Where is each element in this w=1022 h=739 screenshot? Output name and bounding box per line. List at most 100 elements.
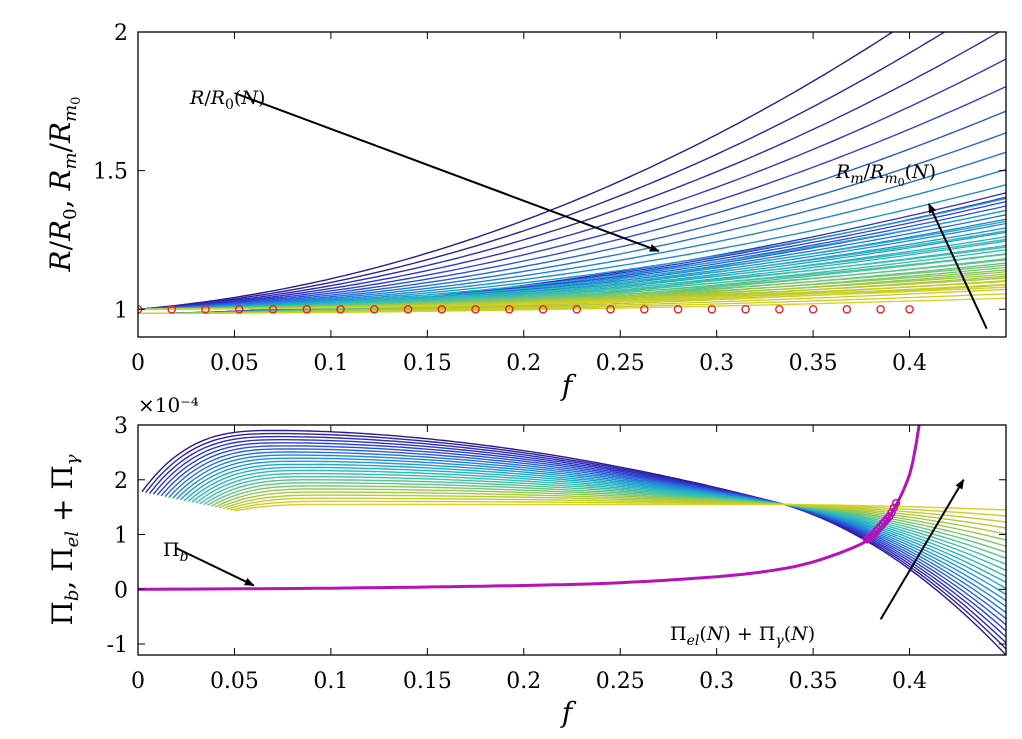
marker-point <box>201 304 210 314</box>
bottom-x-tick-label: 0.3 <box>699 669 734 694</box>
pi-el-plus-pi-gamma-curve <box>191 469 1006 578</box>
bottom-axes-box <box>137 424 1007 656</box>
bottom-x-tick-label: 0.2 <box>506 669 541 694</box>
pi-el-plus-pi-gamma-curve <box>230 500 1006 517</box>
top-ticks-group: 0 0.05 0.1 0.15 0.2 0.25 0.3 0.35 0.4 1 1.5 2 <box>93 21 1006 376</box>
pi-b-marker <box>889 503 899 512</box>
pi-el-plus-pi-gamma-curve <box>210 485 1006 547</box>
bottom-x-tick-label: 0.15 <box>403 669 452 694</box>
marker-point <box>741 304 750 314</box>
bottom-x-tick-label: 0.05 <box>210 669 259 694</box>
top-arrows-group <box>234 92 988 330</box>
bottom-y-tick-label: 1 <box>114 524 128 549</box>
marker-point <box>538 304 548 314</box>
r-over-r0-curve <box>138 168 1006 310</box>
pi-el-plus-pi-gamma-curve <box>149 435 1006 644</box>
pi-el-plus-pi-gamma-curve <box>141 429 1006 655</box>
r-over-r0-curve <box>138 151 1006 310</box>
marker-point <box>842 304 852 314</box>
pi-el-plus-pi-gamma-curve <box>214 488 1006 541</box>
pi-el-plus-pi-gamma-curve <box>145 432 1006 650</box>
r-over-r0-curve <box>138 32 946 310</box>
top-y-tick-label: 1 <box>114 298 128 323</box>
r-over-r0-curve <box>138 85 1006 310</box>
marker-point <box>905 304 914 314</box>
top-x-tick-label: 0.15 <box>403 351 452 376</box>
marker-point <box>403 304 413 314</box>
top-markers-group <box>138 304 914 314</box>
top-x-tick-label: 0.05 <box>210 351 259 376</box>
marker-point <box>369 304 379 314</box>
bottom-x-tick-label: 0.4 <box>892 669 927 694</box>
r-over-r0-curve <box>138 32 894 310</box>
marker-point <box>572 304 582 314</box>
top-x-tick-label: 0.35 <box>789 351 838 376</box>
bottom-curves-group <box>141 429 1006 655</box>
pi-el-plus-pi-gamma-curve <box>207 482 1006 553</box>
pi-el-plus-pi-gamma-curve <box>234 503 1006 512</box>
marker-point <box>336 304 345 314</box>
marker-point <box>437 304 447 314</box>
bottom-x-tick-label: 0.25 <box>596 669 645 694</box>
marker-point <box>673 304 683 314</box>
top-x-tick-label: 0.3 <box>699 351 734 376</box>
pi-el-plus-pi-gamma-curve <box>172 454 1006 608</box>
top-axes-box <box>137 31 1007 338</box>
bottom-y-tick-label: -1 <box>107 633 128 658</box>
arrow-rm-over-rm0 <box>927 203 988 330</box>
top-y-tick-label: 1.5 <box>93 160 128 185</box>
top-panel: 0 0.05 0.1 0.15 0.2 0.25 0.3 0.35 0.4 1 1.5 2 R/R0,… <box>44 21 1007 402</box>
top-x-tick-label: 0.25 <box>596 351 645 376</box>
pi-el-plus-pi-gamma-curve <box>168 451 1006 614</box>
pi-el-plus-pi-gamma-curve <box>176 457 1006 602</box>
marker-point <box>268 304 278 314</box>
r-over-r0-curve <box>138 184 1006 310</box>
bottom-arrows-group <box>176 478 965 620</box>
marker-point <box>775 304 784 314</box>
arrow-pi-b <box>176 547 255 587</box>
pi-el-plus-pi-gamma-curve <box>218 491 1006 535</box>
pi-el-plus-pi-gamma-curve <box>156 442 1006 632</box>
bottom-y-axis-label: Πb, Πel + Πγ <box>46 454 83 625</box>
annotation-pi-b: Πb <box>163 539 189 565</box>
marker-point <box>707 304 717 314</box>
pi-el-plus-pi-gamma-curve <box>203 479 1006 559</box>
marker-point <box>876 304 885 314</box>
annotation-pi-el-plus-pi-gamma: Πel(N) + Πγ(N) <box>670 623 815 649</box>
annotation-rm-over-rm0: Rm/Rm0(N) <box>835 161 936 189</box>
bottom-y-tick-label: 3 <box>114 414 128 439</box>
marker-point <box>302 304 312 314</box>
r-over-r0-curve <box>138 58 1006 310</box>
marker-point <box>606 304 615 314</box>
top-x-tick-label: 0.4 <box>892 351 927 376</box>
pi-el-plus-pi-gamma-curve <box>152 439 1006 638</box>
top-x-tick-label: 0 <box>131 351 145 376</box>
arrow-pi-el-plus-pi-gamma <box>879 478 965 620</box>
top-curves-group <box>138 32 1006 315</box>
pi-b-marker <box>887 508 896 517</box>
marker-point <box>167 304 177 314</box>
marker-point <box>808 304 818 314</box>
rm-over-rm0-curve <box>138 297 1006 315</box>
marker-point <box>471 304 480 314</box>
top-x-tick-label: 0.1 <box>313 351 348 376</box>
pi-el-plus-pi-gamma-curve <box>179 460 1006 596</box>
pi-el-plus-pi-gamma-curve <box>187 466 1006 584</box>
bottom-y-tick-label: 0 <box>114 578 128 603</box>
pi-b-marker <box>891 498 901 508</box>
bottom-x-axis-label: f <box>560 696 577 729</box>
pi-el-plus-pi-gamma-curve <box>164 448 1006 620</box>
marker-point <box>234 304 244 314</box>
r-over-r0-curve <box>138 32 1001 310</box>
bottom-x-tick-label: 0.1 <box>313 669 348 694</box>
top-x-tick-label: 0.2 <box>506 351 541 376</box>
r-over-r0-curve <box>138 110 1006 310</box>
pi-el-plus-pi-gamma-curve <box>183 463 1006 590</box>
y-exponent-label: ×10⁻⁴ <box>138 393 199 417</box>
arrow-r-over-r0 <box>234 92 660 252</box>
pi-el-plus-pi-gamma-curve <box>199 476 1006 565</box>
marker-point <box>505 304 514 314</box>
marker-point <box>640 304 649 314</box>
